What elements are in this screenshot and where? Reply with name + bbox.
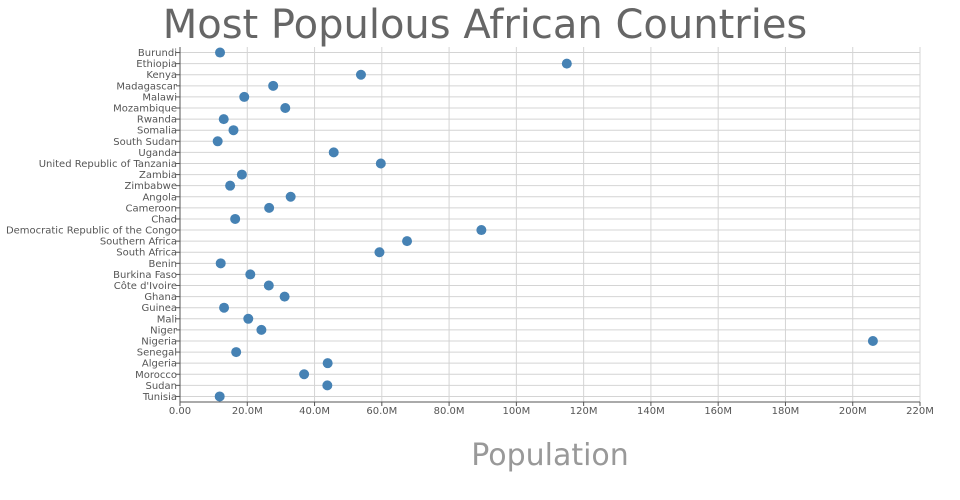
data-point[interactable] <box>243 313 254 324</box>
data-point[interactable] <box>239 91 250 102</box>
y-tick-label: Malawi <box>142 92 177 103</box>
data-points <box>212 47 878 402</box>
y-tick-label: Senegal <box>137 348 177 359</box>
y-tick-label: Burkina Faso <box>113 270 177 281</box>
x-tick-label: 0.00 <box>169 406 191 417</box>
data-point[interactable] <box>867 335 878 346</box>
data-point[interactable] <box>299 369 310 380</box>
y-tick-label: Angola <box>142 192 177 203</box>
y-tick-label: Ghana <box>144 292 177 303</box>
y-tick-label: Mali <box>157 314 177 325</box>
x-axis-title: Population <box>471 438 629 473</box>
y-tick-label: Guinea <box>142 303 177 314</box>
y-tick-label: Zimbabwe <box>124 181 177 192</box>
chart-title: Most Populous African Countries <box>163 2 808 48</box>
y-tick-label: Madagascar <box>116 81 178 92</box>
data-point[interactable] <box>218 114 229 125</box>
data-point[interactable] <box>561 58 572 69</box>
y-tick-label: Burundi <box>138 48 177 59</box>
y-tick-label: Morocco <box>135 370 177 381</box>
data-point[interactable] <box>215 47 226 58</box>
y-tick-label: Mozambique <box>113 104 177 115</box>
y-tick-label: Kenya <box>146 70 177 81</box>
data-point[interactable] <box>374 247 385 258</box>
x-tick-label: 180M <box>772 406 800 417</box>
data-point[interactable] <box>402 236 413 247</box>
data-point[interactable] <box>268 80 279 91</box>
y-tick-label: Somalia <box>137 126 177 137</box>
data-point[interactable] <box>322 358 333 369</box>
y-tick-label: United Republic of Tanzania <box>39 159 177 170</box>
y-tick-label: Tunisia <box>142 392 177 403</box>
y-tick-label: South Sudan <box>113 137 177 148</box>
y-tick-label: Niger <box>150 325 178 336</box>
x-tick-label: 60.0M <box>366 406 397 417</box>
data-point[interactable] <box>322 380 333 391</box>
data-point[interactable] <box>279 291 290 302</box>
data-point[interactable] <box>263 280 274 291</box>
data-point[interactable] <box>236 169 247 180</box>
y-tick-label: Cameroon <box>126 203 177 214</box>
data-point[interactable] <box>230 213 241 224</box>
y-tick-label: Benin <box>149 259 177 270</box>
x-tick-label: 140M <box>637 406 665 417</box>
data-point[interactable] <box>245 269 256 280</box>
x-tick-label: 40.0M <box>299 406 330 417</box>
x-tick-label: 120M <box>570 406 598 417</box>
data-point[interactable] <box>355 69 366 80</box>
y-tick-label: Algeria <box>142 359 177 370</box>
axes <box>176 47 921 406</box>
y-tick-label: Sudan <box>146 381 178 392</box>
data-point[interactable] <box>264 202 275 213</box>
data-point[interactable] <box>476 225 487 236</box>
y-tick-label: Rwanda <box>137 115 177 126</box>
y-tick-label: Democratic Republic of the Congo <box>6 226 177 237</box>
data-point[interactable] <box>214 391 225 402</box>
y-tick-label: Chad <box>151 214 177 225</box>
data-point[interactable] <box>285 191 296 202</box>
y-tick-label: South Africa <box>116 248 177 259</box>
x-tick-label: 220M <box>906 406 934 417</box>
y-tick-label: Zambia <box>139 170 177 181</box>
data-point[interactable] <box>328 147 339 158</box>
x-tick-label: 160M <box>704 406 732 417</box>
data-point[interactable] <box>212 136 223 147</box>
x-tick-label: 80.0M <box>434 406 465 417</box>
data-point[interactable] <box>280 103 291 114</box>
data-point[interactable] <box>256 324 267 335</box>
data-point[interactable] <box>228 125 239 136</box>
y-tick-label: Nigeria <box>141 336 177 347</box>
data-point[interactable] <box>219 302 230 313</box>
y-tick-label: Côte d'Ivoire <box>114 280 177 292</box>
x-tick-label: 200M <box>839 406 867 417</box>
x-tick-label: 20.0M <box>232 406 263 417</box>
data-point[interactable] <box>215 258 226 269</box>
y-tick-label: Southern Africa <box>100 237 177 248</box>
y-tick-label: Uganda <box>138 148 177 159</box>
y-tick-label: Ethiopia <box>136 59 177 70</box>
data-point[interactable] <box>231 347 242 358</box>
data-point[interactable] <box>225 180 236 191</box>
tick-labels: 0.00 20.0M 40.0M 60.0M 80.0M 100M 120M 140M 160M… <box>6 48 934 417</box>
x-tick-label: 100M <box>503 406 531 417</box>
grid <box>179 47 921 402</box>
data-point[interactable] <box>375 158 386 169</box>
